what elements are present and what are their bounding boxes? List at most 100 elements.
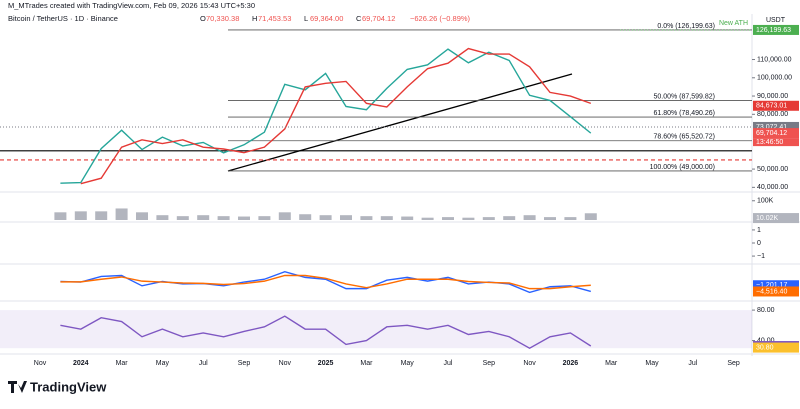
- currency: USDT: [766, 17, 786, 24]
- volume-bar: [299, 214, 312, 220]
- y-tick-label: 100K: [757, 198, 774, 205]
- x-tick-label: Jul: [199, 360, 208, 367]
- y-tick-label: 90,000.00: [757, 93, 788, 100]
- countdown: 13:46:50: [756, 139, 783, 146]
- volume-bar: [136, 212, 148, 220]
- x-tick-label: May: [645, 360, 659, 367]
- volume-bar: [564, 217, 577, 220]
- price-tag-label: 73,072.41: [756, 124, 787, 131]
- series-line: [60, 274, 591, 290]
- rsi-band: [0, 310, 752, 349]
- volume-bar: [95, 211, 108, 220]
- ohlc-key: L: [304, 14, 308, 23]
- x-tick-label: Sep: [238, 360, 251, 367]
- x-tick-label: Mar: [605, 360, 618, 367]
- volume-bar: [584, 213, 597, 220]
- fib-label: 78.60% (65,520.72): [654, 134, 716, 141]
- series-line: [60, 315, 592, 349]
- x-tick-label: May: [401, 360, 415, 367]
- x-tick-label: Jul: [688, 360, 697, 367]
- x-tick-label: Jul: [444, 360, 453, 367]
- ohlc-value: 69,704.12: [362, 14, 395, 23]
- price-tag-label: 84,673.01: [756, 103, 787, 110]
- volume-bar: [523, 215, 536, 220]
- volume-bar: [503, 216, 516, 220]
- trendline: [227, 73, 573, 172]
- ohlc-value: 69,364.00: [310, 14, 343, 23]
- volume-bar: [319, 215, 332, 220]
- fib-label: 0.0% (126,199.63): [657, 23, 715, 30]
- x-tick-label: May: [156, 360, 170, 367]
- volume-bar: [442, 217, 454, 220]
- volume-bar: [482, 217, 495, 220]
- y-tick-label: −1: [757, 253, 765, 260]
- logo-text: TradingView: [30, 379, 107, 394]
- fib-label: 100.00% (49,000.00): [650, 164, 715, 171]
- x-tick-label: Mar: [116, 360, 129, 367]
- y-tick-label: 40,000.00: [757, 184, 788, 191]
- volume-bar: [115, 208, 128, 220]
- x-tick-label: 2024: [73, 360, 89, 367]
- volume-bar: [238, 216, 250, 220]
- ohlc-value: 71,453.53: [258, 14, 291, 23]
- volume-bar: [278, 212, 291, 220]
- change: −626.26 (−0.89%): [410, 14, 471, 23]
- price-tag-label: 69,704.12: [756, 130, 787, 137]
- volume-bar: [544, 217, 556, 220]
- y-tick-label: 0: [757, 240, 761, 247]
- countdown-bg: [753, 138, 799, 147]
- y-tick-label: 1: [757, 227, 761, 234]
- ohlc-key: C: [356, 14, 362, 23]
- y-tick-label: 80.00: [757, 307, 775, 314]
- price-tag: [753, 280, 799, 291]
- volume-bar: [340, 215, 352, 220]
- y-tick-label: 80,000.00: [757, 111, 788, 118]
- price-tag: [753, 213, 799, 224]
- x-tick-label: 2026: [563, 360, 579, 367]
- y-tick-label: 110,000.00: [757, 56, 792, 63]
- x-tick-label: Nov: [279, 360, 292, 367]
- ohlc-value: 70,330.38: [206, 14, 239, 23]
- volume-bar: [156, 215, 169, 220]
- logo-icon: [8, 381, 27, 393]
- volume-bar: [421, 217, 434, 220]
- logo: TradingView: [8, 379, 107, 394]
- fib-label: 50.00% (87,599.82): [654, 93, 716, 100]
- credit: M_MTrades created with TradingView.com, …: [8, 1, 255, 10]
- series-line: [60, 48, 592, 184]
- price-tag-label: 126,199.63: [756, 27, 791, 34]
- price-tag-label: 10.02K: [756, 215, 779, 222]
- x-tick-label: 2025: [318, 360, 334, 367]
- price-tag-label: −1,201.17: [756, 282, 787, 289]
- price-tag-label: 30.80: [756, 344, 774, 351]
- volume-bar: [217, 216, 230, 220]
- y-tick-label: 100,000.00: [757, 75, 792, 82]
- volume-bar: [401, 216, 414, 220]
- price-tag: [753, 121, 799, 132]
- price-tag: [753, 24, 799, 35]
- price-tag: [753, 100, 799, 111]
- volume-bar: [360, 216, 373, 220]
- x-tick-label: Nov: [523, 360, 536, 367]
- ohlc-key: O: [200, 14, 206, 23]
- symbol: Bitcoin / TetherUS · 1D · Binance: [8, 14, 118, 23]
- volume-bar: [258, 216, 271, 220]
- price-tag: [753, 286, 799, 297]
- x-tick-label: Sep: [727, 360, 740, 367]
- price-tag: [753, 128, 799, 139]
- volume-bar: [176, 216, 189, 220]
- volume-bar: [197, 215, 210, 220]
- series-line: [80, 47, 592, 185]
- volume-bar: [462, 217, 475, 220]
- ohlc-key: H: [252, 14, 257, 23]
- price-tag-label: −4,516.40: [756, 288, 787, 295]
- y-tick-label: 50,000.00: [757, 166, 788, 173]
- y-tick-label: 40.00: [757, 337, 775, 344]
- price-tag: [753, 342, 799, 353]
- volume-bar: [54, 212, 67, 220]
- x-tick-label: Mar: [360, 360, 373, 367]
- volume-bar: [380, 216, 393, 220]
- annotation: New ATH: [719, 20, 748, 27]
